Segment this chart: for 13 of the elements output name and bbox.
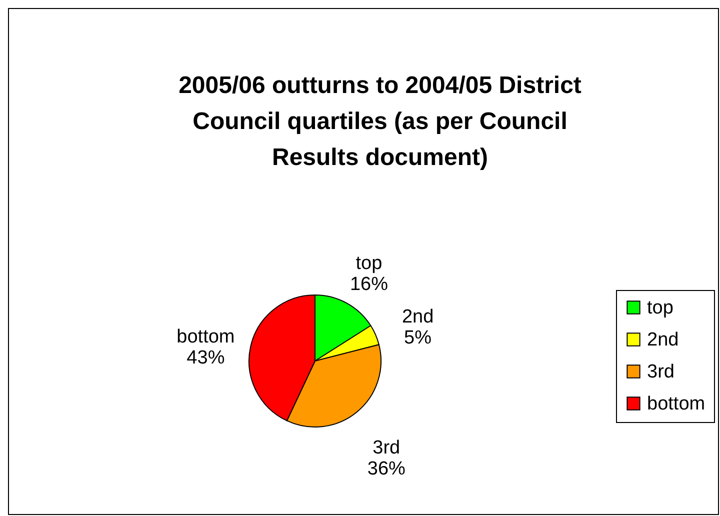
slice-label: 2nd bbox=[402, 306, 434, 328]
slice-label: top bbox=[356, 252, 382, 274]
data-label: 43% bbox=[186, 348, 225, 369]
slice-label: 3rd bbox=[372, 437, 400, 458]
slice-label: bottom bbox=[176, 326, 235, 348]
legend-label: bottom bbox=[647, 394, 706, 414]
chart-title: 2005/06 outturns to 2004/05 District Council quartiles (as per Council Results document) bbox=[178, 72, 582, 171]
legend-label: 2nd bbox=[647, 330, 679, 350]
data-label: 5% bbox=[404, 328, 432, 349]
data-label: 16% bbox=[350, 274, 388, 295]
legend-label: 3rd bbox=[647, 362, 674, 382]
data-label: 36% bbox=[367, 458, 406, 480]
legend-label: top bbox=[647, 298, 674, 318]
